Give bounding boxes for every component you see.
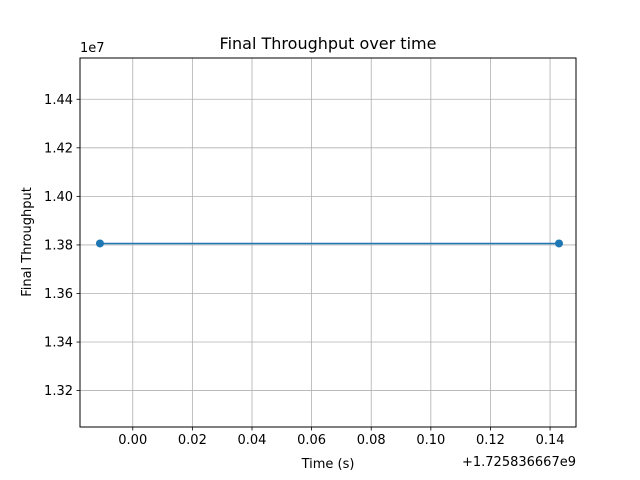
x-tick-label: 0.14: [536, 433, 565, 448]
x-tick-label: 0.00: [118, 433, 147, 448]
x-axis-offset-label: +1.725836667e9: [462, 455, 576, 470]
x-tick-label: 0.06: [297, 433, 326, 448]
y-tick-label: 1.32: [44, 384, 73, 399]
y-axis-ticks: 1.32 1.34 1.36 1.38 1.40 1.42 1.44: [44, 93, 80, 399]
data-point: [95, 239, 104, 248]
y-tick-label: 1.38: [44, 238, 73, 253]
data-point: [555, 239, 564, 248]
grid-lines: [80, 58, 576, 427]
chart-title: Final Throughput over time: [220, 34, 437, 53]
y-tick-label: 1.36: [44, 287, 73, 302]
axes-frame: [79, 57, 577, 428]
series-layer: [95, 239, 564, 248]
y-tick-label: 1.42: [44, 141, 73, 156]
y-axis-label: Final Throughput: [20, 187, 35, 297]
x-tick-label: 0.02: [178, 433, 207, 448]
x-tick-label: 0.10: [416, 433, 445, 448]
y-tick-label: 1.34: [44, 336, 73, 351]
x-tick-label: 0.12: [476, 433, 505, 448]
x-axis-label: Time (s): [301, 457, 355, 472]
y-tick-label: 1.40: [44, 190, 73, 205]
y-axis-scale-label: 1e7: [80, 41, 105, 56]
x-tick-label: 0.04: [238, 433, 267, 448]
y-tick-label: 1.44: [44, 93, 73, 108]
x-tick-label: 0.08: [357, 433, 386, 448]
x-axis-ticks: 0.00 0.02 0.04 0.06 0.08 0.10 0.12 0.14: [118, 427, 565, 448]
